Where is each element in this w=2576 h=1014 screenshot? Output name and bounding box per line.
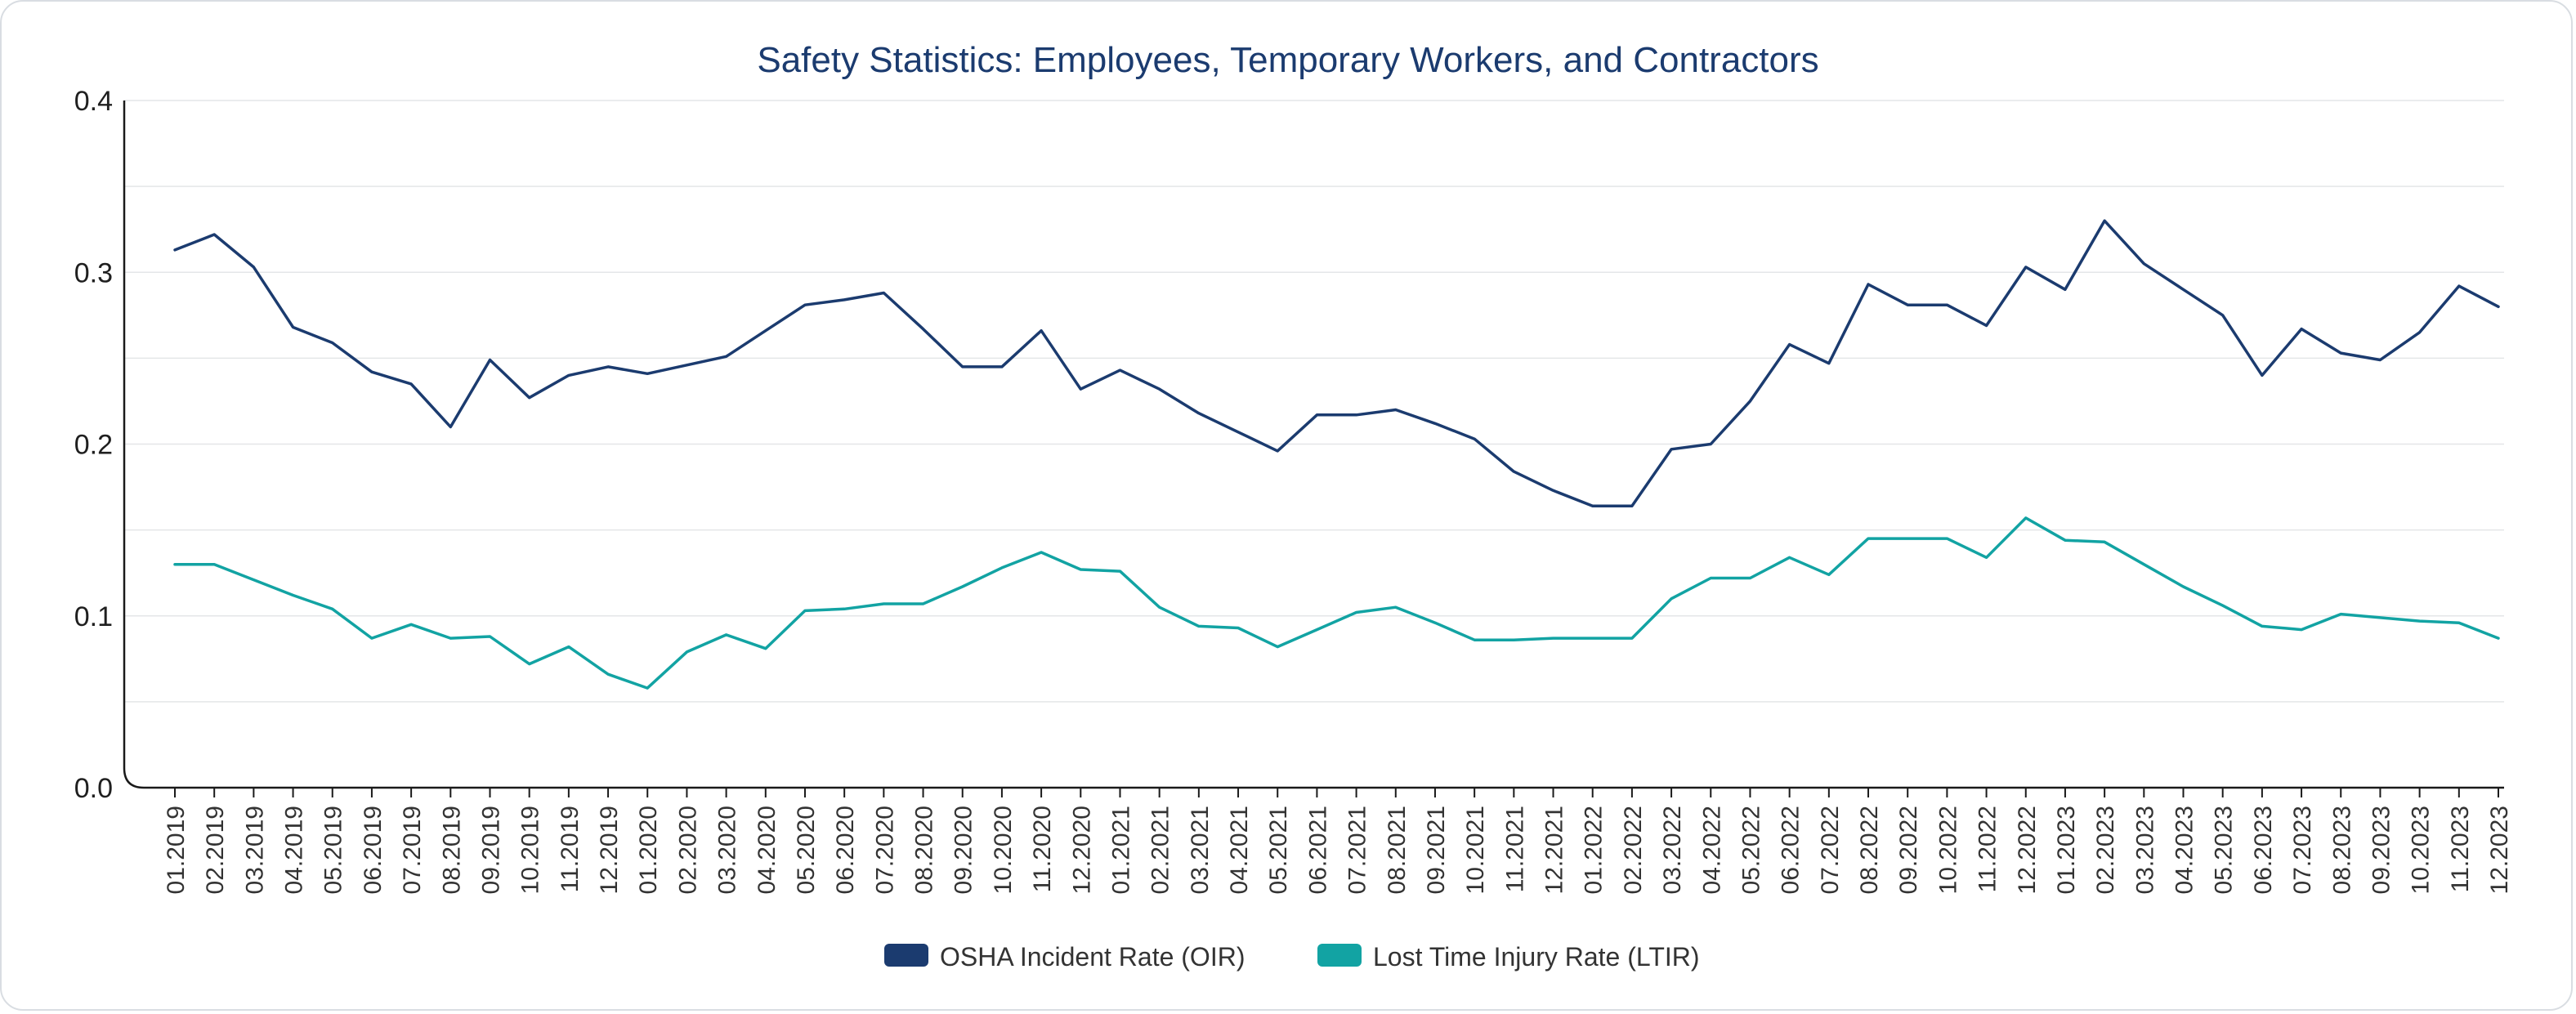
legend-item-ltir[interactable]: Lost Time Injury Rate (LTIR): [1317, 942, 1700, 972]
x-tick-label: 11.2023: [2447, 806, 2474, 892]
y-tick-label: 0.4: [74, 86, 113, 117]
x-tick-label: 06.2023: [2250, 806, 2277, 894]
x-tick-label: 03.2022: [1659, 806, 1686, 894]
x-tick-label: 09.2022: [1895, 806, 1922, 894]
x-tick-label: 11.2020: [1029, 806, 1056, 892]
x-tick-label: 12.2020: [1068, 806, 1095, 894]
x-tick-label: 09.2020: [950, 806, 977, 894]
x-tick-label: 12.2021: [1541, 806, 1568, 894]
y-axis: 0.0 0.1 0.2 0.3 0.4: [74, 86, 2504, 804]
legend-swatch-ltir: [1317, 944, 1362, 967]
x-tick-label: 06.2019: [360, 806, 387, 894]
x-tick-label: 01.2023: [2053, 806, 2080, 894]
x-tick-label: 01.2021: [1107, 806, 1134, 894]
x-tick-label: 05.2021: [1265, 806, 1292, 894]
x-tick-label: 12.2023: [2486, 806, 2513, 894]
y-tick-label: 0.3: [74, 257, 113, 288]
x-tick-label: 10.2019: [517, 806, 544, 894]
x-tick-label: 10.2021: [1462, 806, 1489, 894]
x-tick-label: 09.2023: [2368, 806, 2395, 894]
x-tick-label: 07.2023: [2289, 806, 2316, 894]
x-tick-label: 11.2022: [1974, 806, 2001, 892]
x-tick-label: 12.2022: [2014, 806, 2041, 894]
x-tick-label: 01.2019: [163, 806, 190, 894]
x-tick-label: 10.2023: [2408, 806, 2435, 894]
x-tick-label: 01.2020: [635, 806, 662, 894]
x-tick-label: 04.2023: [2171, 806, 2198, 894]
chart-title: Safety Statistics: Employees, Temporary …: [757, 40, 1818, 80]
x-tick-label: 05.2023: [2211, 806, 2238, 894]
x-tick-label: 03.2019: [241, 806, 268, 894]
legend-item-oir[interactable]: OSHA Incident Rate (OIR): [884, 942, 1245, 972]
x-tick-label: 08.2022: [1856, 806, 1883, 894]
x-tick-label: 07.2021: [1344, 806, 1371, 894]
legend-swatch-oir: [884, 944, 928, 967]
x-tick-label: 11.2021: [1501, 806, 1528, 892]
x-tick-label: 05.2019: [320, 806, 347, 894]
series-line-ltir[interactable]: [173, 516, 2500, 690]
x-tick-label: 03.2021: [1187, 806, 1214, 894]
x-tick-label: 04.2019: [281, 806, 308, 894]
x-tick-label: 02.2022: [1620, 806, 1647, 894]
legend-label-oir: OSHA Incident Rate (OIR): [940, 942, 1245, 972]
x-tick-label: 02.2020: [674, 806, 701, 894]
x-tick-label: 08.2019: [438, 806, 465, 894]
x-tick-label: 10.2020: [990, 806, 1017, 894]
legend-label-ltir: Lost Time Injury Rate (LTIR): [1373, 942, 1700, 972]
y-tick-label: 0.1: [74, 601, 113, 632]
legend: OSHA Incident Rate (OIR) Lost Time Injur…: [884, 942, 1700, 972]
x-tick-label: 05.2022: [1737, 806, 1764, 894]
x-tick-label: 09.2021: [1423, 806, 1450, 894]
series-line-oir[interactable]: [173, 219, 2500, 507]
x-tick-label: 08.2021: [1384, 806, 1411, 894]
x-tick-label: 08.2023: [2328, 806, 2355, 894]
axis-line: [123, 101, 2504, 789]
x-tick-label: 10.2022: [1934, 806, 1961, 894]
gridlines: [124, 100, 2504, 703]
x-tick-label: 12.2019: [596, 806, 623, 894]
x-tick-label: 04.2020: [754, 806, 780, 894]
x-tick-label: 02.2019: [202, 806, 229, 894]
x-tick-label: 07.2019: [399, 806, 426, 894]
x-tick-label: 03.2020: [714, 806, 741, 894]
x-tick-label: 09.2019: [477, 806, 504, 894]
x-tick-label: 07.2022: [1817, 806, 1844, 894]
x-tick-label: 02.2021: [1147, 806, 1174, 894]
x-tick-label: 03.2023: [2131, 806, 2158, 894]
x-tick-label: 07.2020: [871, 806, 898, 894]
x-tick-label: 06.2022: [1778, 806, 1805, 894]
x-axis: 01.2019 02.2019 03.2019 04.2019 05.2019 06.20…: [163, 788, 2513, 894]
y-tick-label: 0.2: [74, 430, 113, 461]
x-tick-label: 06.2021: [1304, 806, 1331, 894]
x-tick-label: 04.2022: [1698, 806, 1725, 894]
x-tick-label: 01.2022: [1581, 806, 1608, 894]
x-tick-label: 06.2020: [832, 806, 859, 894]
series-lines: [173, 219, 2500, 690]
x-tick-label: 02.2023: [2092, 806, 2119, 894]
x-tick-label: 05.2020: [793, 806, 820, 894]
x-tick-label: 08.2020: [911, 806, 938, 894]
x-tick-label: 11.2019: [557, 806, 584, 892]
x-tick-label: 04.2021: [1226, 806, 1253, 894]
y-tick-label: 0.0: [74, 773, 113, 804]
